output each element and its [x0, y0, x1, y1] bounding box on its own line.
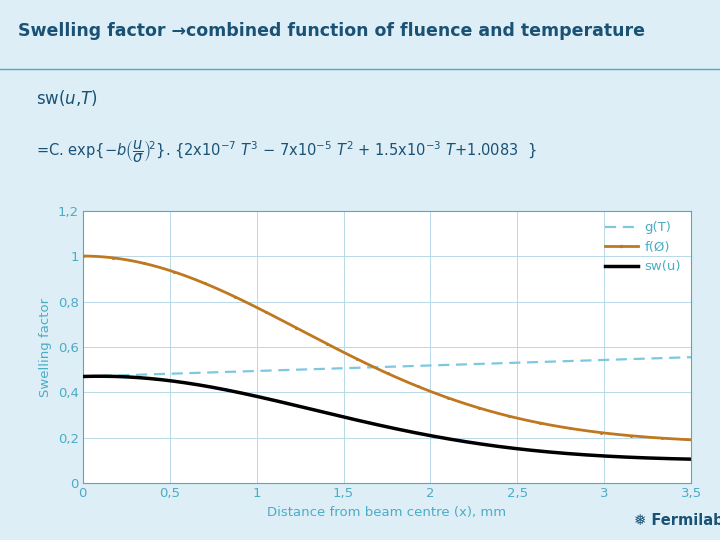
Text: ❅ Fermilab: ❅ Fermilab [634, 513, 720, 528]
X-axis label: Distance from beam centre (x), mm: Distance from beam centre (x), mm [267, 506, 507, 519]
Legend: g(T), f(Ø), sw(u): g(T), f(Ø), sw(u) [600, 217, 685, 278]
Text: =C. exp{$-b\left(\dfrac{u}{\sigma}\right)^{\!2}$}. {2x10$^{-7}$ $\mathit{T}^3$ $: =C. exp{$-b\left(\dfrac{u}{\sigma}\right… [36, 139, 536, 165]
Text: Swelling factor →combined function of fluence and temperature: Swelling factor →combined function of fl… [18, 22, 645, 40]
Y-axis label: Swelling factor: Swelling factor [39, 298, 52, 396]
Text: sw($\mathit{u}$,$\mathit{T}$): sw($\mathit{u}$,$\mathit{T}$) [36, 88, 98, 108]
